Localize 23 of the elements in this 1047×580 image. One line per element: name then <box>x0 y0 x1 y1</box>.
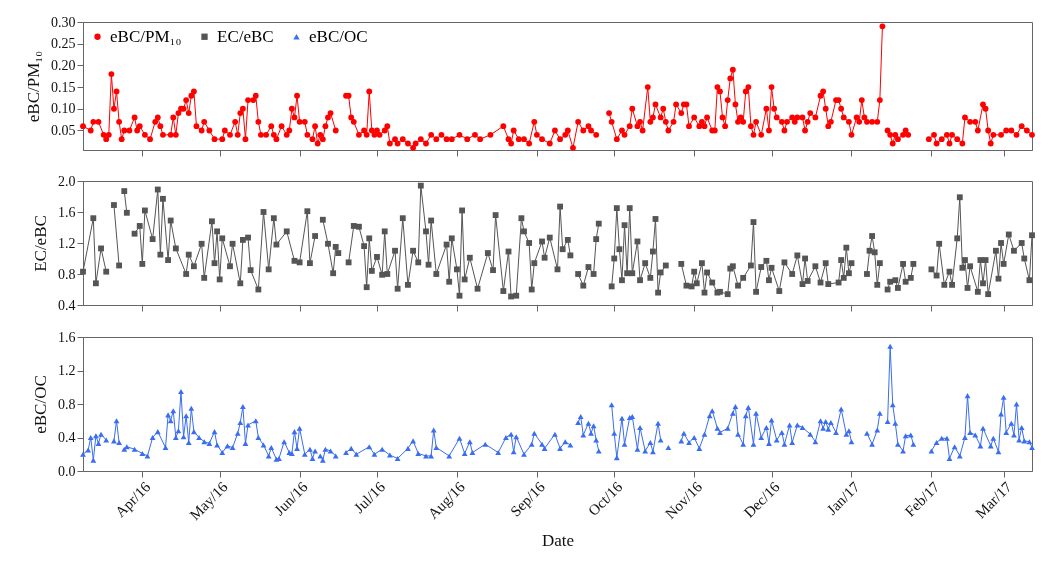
y-tick-label: 0.10 <box>51 101 76 117</box>
y-tick-label: 0.15 <box>51 79 76 95</box>
y-tick-label: 0.8 <box>58 396 76 412</box>
legend-label: eBC/PM₁₀ <box>110 26 182 46</box>
y-axis-title: EC/eBC <box>31 215 50 272</box>
y-tick-label: 0.30 <box>51 14 76 30</box>
y-tick-label: 1.2 <box>58 235 76 251</box>
legend-label: EC/eBC <box>217 26 274 46</box>
y-tick-label: 0.0 <box>58 463 76 479</box>
y-axis-title: eBC/PM₁₀ <box>24 50 43 123</box>
y-tick-label: 0.8 <box>58 266 76 282</box>
y-tick-label: 0.05 <box>51 122 76 138</box>
y-tick-label: 0.4 <box>58 430 76 445</box>
y-tick-label: 1.2 <box>58 363 76 378</box>
legend-label: eBC/OC <box>309 26 368 46</box>
y-tick-label: 0.4 <box>58 297 76 313</box>
y-tick-label: 1.6 <box>58 329 76 345</box>
y-axis-title: eBC/OC <box>31 375 50 434</box>
y-tick-label: 0.25 <box>51 36 76 52</box>
y-tick-label: 1.6 <box>58 204 76 220</box>
y-tick-label: 2.0 <box>58 173 76 189</box>
x-axis-title: Date <box>541 531 575 551</box>
y-tick-label: 0.20 <box>51 57 76 73</box>
